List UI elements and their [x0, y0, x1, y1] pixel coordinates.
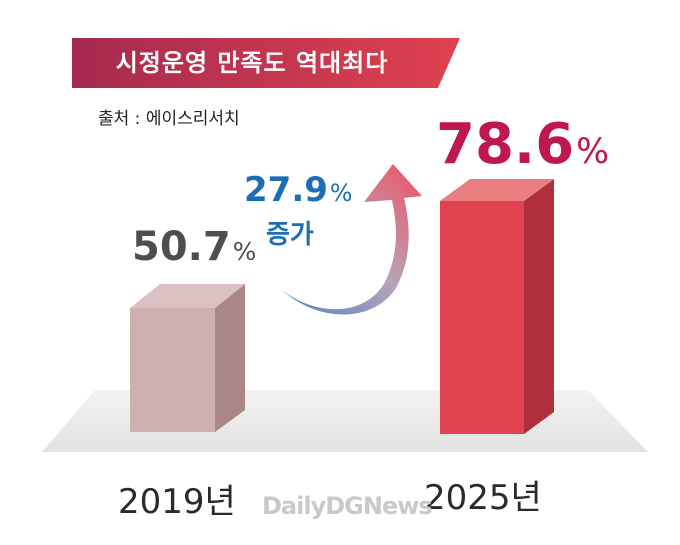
data-label-2025: 78.6% — [436, 112, 610, 177]
increase-value: 27.9% — [244, 170, 353, 210]
bar-2019 — [130, 284, 245, 432]
increase-arrow-icon — [282, 164, 422, 315]
category-label-2019: 2019년 — [118, 482, 236, 522]
increase-label: 증가 — [266, 220, 314, 250]
bar-2025-front — [440, 201, 524, 434]
page-title: 시정운영 만족도 역대최다 — [115, 49, 389, 77]
bar-2025-top — [440, 179, 554, 201]
bar-2019-front — [130, 308, 215, 432]
title-banner-bg — [72, 38, 460, 88]
category-label-2025: 2025년 — [424, 478, 542, 518]
bar-2025 — [440, 179, 554, 434]
bar-2025-side — [524, 179, 554, 434]
source-note: 출처 : 에이스리서치 — [98, 109, 240, 129]
watermark-logo: DailyDGNews — [262, 492, 433, 520]
bar-2019-side — [215, 284, 245, 432]
bar-2019-top — [130, 284, 245, 308]
data-label-2019: 50.7% — [132, 224, 257, 270]
